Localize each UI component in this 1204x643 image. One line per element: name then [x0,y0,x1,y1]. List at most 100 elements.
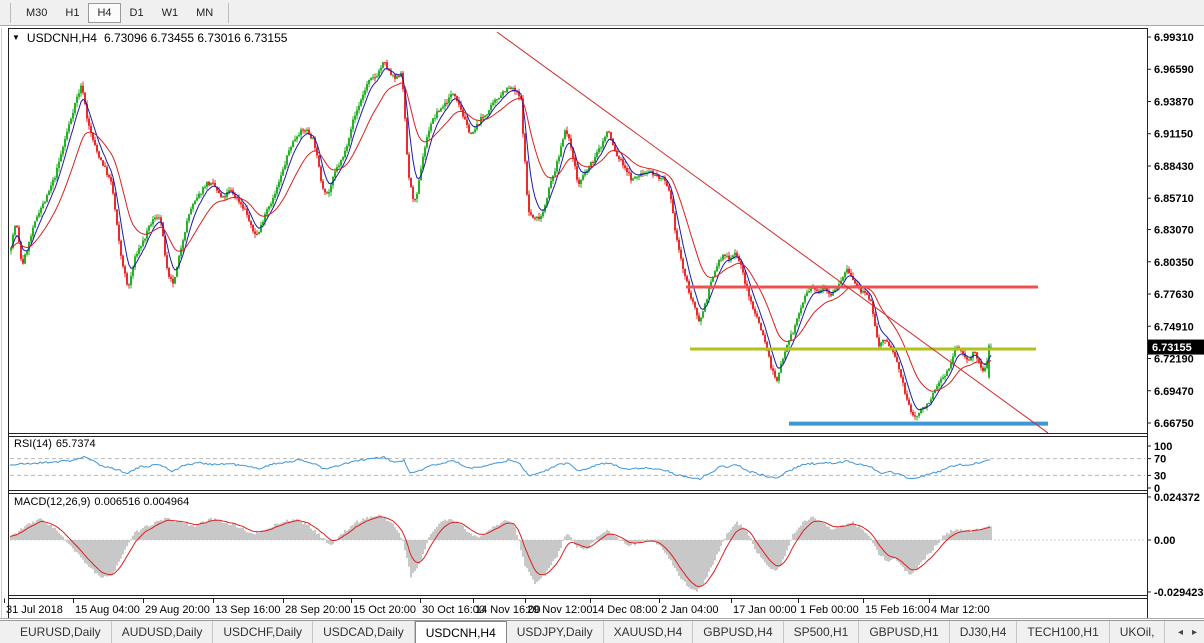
time-axis-label: 15 Aug 04:00 [75,604,140,616]
candle-body [386,62,388,69]
timeframe-button-h4[interactable]: H4 [88,2,121,23]
candle-body [432,118,434,124]
candle-body [540,216,542,219]
macd-bar [512,524,514,540]
candle-body [246,209,248,215]
candle-body [24,254,26,264]
candle-body [566,130,568,135]
macd-bar [202,521,204,540]
macd-bar [138,532,140,540]
macd-bar [220,520,222,540]
tab-usdcnh-h4[interactable]: USDCNH,H4 [414,621,507,643]
macd-bar [92,540,94,570]
macd-bar [294,519,296,540]
candle-body [360,99,362,106]
candle-body [354,115,356,120]
tab-gbpusd-h1[interactable]: GBPUSD,H1 [859,621,950,643]
candle-body [800,307,802,314]
tab-usdjpy-daily[interactable]: USDJPY,Daily [507,621,604,643]
candle-body [22,259,24,264]
tab-sp500-h1[interactable]: SP500,H1 [784,621,860,643]
candle-body [516,91,518,93]
candle-body [616,150,618,157]
macd-bar [628,540,630,547]
candle-body [148,225,150,231]
macd-bar [434,529,436,540]
macd-bar [718,540,720,552]
tab-audusd-daily[interactable]: AUDUSD,Daily [112,621,214,643]
candle-body [452,93,454,95]
macd-bar [646,539,648,541]
timeframe-button-m30[interactable]: M30 [26,6,48,19]
candle-body [494,99,496,103]
time-axis-label: 29 Aug 20:00 [145,604,210,616]
candle-body [706,299,708,304]
tab-ukoil-[interactable]: UKOil, [1110,621,1166,643]
candle-body [808,291,810,293]
candle-body [564,130,566,140]
timeframe-button-d1[interactable]: D1 [129,6,144,19]
chart-stage[interactable]: 6.99310 6.96590 6.93870 6.91150 6.88430 6.857… [0,26,1204,620]
macd-bar [774,540,776,571]
candle-body [930,399,932,404]
chart-symbol: USDCNH,H4 [26,31,97,45]
candle-body [560,146,562,157]
chart-canvas[interactable]: 6.99310 6.96590 6.93870 6.91150 6.88430 6.857… [0,26,1204,620]
macd-bar [830,529,832,540]
candle-body [510,87,512,89]
macd-bar [118,540,120,562]
candle-body [430,123,432,131]
macd-bar [990,526,992,540]
tab-xauusd-h4[interactable]: XAUUSD,H4 [604,621,694,643]
candle-body [406,118,408,155]
timeframe-button-h1[interactable]: H1 [65,6,80,19]
candle-body [338,165,340,168]
macd-bar [360,521,362,540]
macd-bar [362,518,364,540]
candle-body [390,70,392,76]
candle-body [206,181,208,187]
macd-bar [896,540,898,561]
candle-body [546,198,548,206]
macd-bar [448,519,450,540]
candle-body [112,181,114,194]
macd-bar [590,540,592,544]
tab-usdcad-daily[interactable]: USDCAD,Daily [313,621,415,643]
candle-body [18,227,20,243]
symbol-dropdown-icon[interactable]: ▼ [12,33,20,42]
candle-body [796,318,798,326]
timeframe-button-w1[interactable]: W1 [161,6,179,19]
tab-scroll-right-icon[interactable]: ▸ [1191,626,1197,638]
macd-bar [442,520,444,540]
candle-body [126,273,128,285]
price-axis-label: 6.99310 [1154,32,1194,44]
candle-body [630,172,632,181]
candle-body [254,231,256,235]
macd-bar [306,524,308,540]
tab-eurusd-daily[interactable]: EURUSD,Daily [10,621,112,643]
macd-bar [186,522,188,540]
tab-gbpusd-h4[interactable]: GBPUSD,H4 [693,621,784,643]
candlestick-series [10,59,992,421]
macd-bar [848,523,850,540]
tab-tech100-h1[interactable]: TECH100,H1 [1017,621,1110,643]
timeframe-button-mn[interactable]: MN [196,6,214,19]
candle-body [414,198,416,200]
tab-dj30-h4[interactable]: DJ30,H4 [950,621,1018,643]
candle-body [970,358,972,361]
tab-usdchf-daily[interactable]: USDCHF,Daily [213,621,314,643]
candle-body [598,148,600,153]
candle-body [312,137,314,139]
candle-body [952,356,954,364]
tab-scroll-left-icon[interactable]: ◂ [1177,626,1183,638]
time-axis-label: 17 Jan 00:00 [733,604,797,616]
candle-body [920,408,922,414]
candle-body [932,393,934,400]
candle-body [588,166,590,171]
macd-bar [972,530,974,540]
macd-bar [796,530,798,540]
candle-body [60,154,62,162]
macd-bar [330,540,332,546]
macd-bar [260,530,262,540]
macd-bar [474,535,476,540]
